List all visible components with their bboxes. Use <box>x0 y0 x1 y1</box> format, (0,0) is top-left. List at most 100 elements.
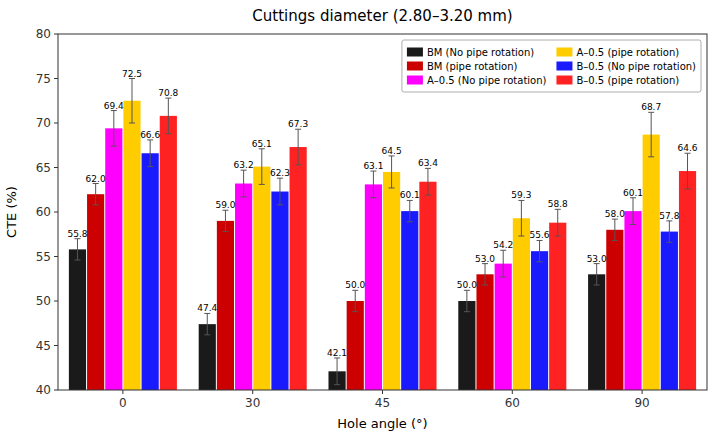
error-cap <box>594 284 600 285</box>
title: Cuttings diameter (2.80–3.20 mm) <box>252 7 512 25</box>
error-stem <box>427 168 428 195</box>
x-tick-label: 45 <box>375 396 390 410</box>
error-bar <box>537 240 543 261</box>
error-stem <box>391 156 392 188</box>
y-tick <box>54 256 58 257</box>
error-cap <box>147 166 153 167</box>
y-tick-label: 40 <box>36 383 51 397</box>
data-label: 59.0 <box>215 200 235 210</box>
error-stem <box>633 198 634 225</box>
x-tick <box>122 390 123 394</box>
error-cap <box>352 311 358 312</box>
data-label: 72.5 <box>122 69 142 79</box>
error-cap <box>425 195 431 196</box>
marks <box>69 79 696 391</box>
error-bar <box>147 140 153 167</box>
error-stem <box>687 153 688 189</box>
bar <box>476 274 493 390</box>
error-bar <box>334 358 340 385</box>
bar <box>549 223 566 390</box>
error-bar <box>129 79 135 124</box>
error-cap <box>277 204 283 205</box>
bar <box>290 147 307 390</box>
legend-swatch <box>407 48 423 57</box>
error-stem <box>651 112 652 157</box>
data-label: 59.3 <box>511 190 531 200</box>
bar <box>401 211 418 390</box>
error-cap <box>482 284 488 285</box>
bar <box>69 249 86 390</box>
data-label: 68.7 <box>641 102 661 112</box>
data-label: 58.0 <box>605 209 625 219</box>
x-tick-label: 90 <box>634 396 649 410</box>
x-tick <box>382 390 383 394</box>
data-label: 50.0 <box>457 280 477 290</box>
x-tick <box>252 390 253 394</box>
legend-swatch <box>556 48 572 57</box>
x-axis-label: Hole angle (°) <box>337 416 427 431</box>
bar <box>606 230 623 390</box>
y-axis-label: CTE (%) <box>4 186 19 238</box>
data-label: 62.3 <box>270 168 290 178</box>
bar <box>495 264 512 390</box>
legend-label: BM (No pipe rotation) <box>427 47 534 58</box>
plot-frame <box>58 34 707 390</box>
error-bar <box>165 98 171 134</box>
y-tick <box>54 34 58 35</box>
bar <box>142 153 159 390</box>
error-cap <box>370 197 376 198</box>
error-stem <box>261 149 262 185</box>
error-cap <box>334 384 340 385</box>
data-label: 55.8 <box>67 229 87 239</box>
error-stem <box>557 209 558 236</box>
error-cap <box>222 231 228 232</box>
error-stem <box>466 290 467 311</box>
error-cap <box>129 123 135 124</box>
error-stem <box>669 221 670 242</box>
bar <box>661 232 678 390</box>
bar <box>217 221 234 390</box>
data-label: 57.8 <box>659 211 679 221</box>
bar <box>383 172 400 390</box>
error-stem <box>243 170 244 197</box>
error-bar <box>277 178 283 205</box>
error-stem <box>131 79 132 124</box>
bar <box>253 167 270 390</box>
error-bar <box>500 250 506 277</box>
legend-label: A–0.5 (No pipe rotation) <box>427 75 547 86</box>
error-cap <box>500 276 506 277</box>
error-cap <box>407 221 413 222</box>
error-stem <box>409 200 410 221</box>
legend-swatch <box>407 62 423 71</box>
error-stem <box>207 313 208 334</box>
bar <box>624 211 641 390</box>
data-label: 60.1 <box>623 188 643 198</box>
data-label: 64.6 <box>678 143 698 153</box>
error-bar <box>370 171 376 198</box>
error-cap <box>630 224 636 225</box>
bar <box>588 274 605 390</box>
data-label: 67.3 <box>288 119 308 129</box>
error-cap <box>111 146 117 147</box>
error-bar <box>74 239 80 260</box>
error-cap <box>685 188 691 189</box>
data-label: 70.8 <box>158 88 178 98</box>
error-stem <box>298 129 299 165</box>
y-tick-label: 65 <box>36 161 51 175</box>
error-cap <box>612 240 618 241</box>
error-bar <box>352 290 358 311</box>
chart: 55.847.442.150.053.062.059.050.053.058.0… <box>0 0 721 440</box>
error-cap <box>204 334 210 335</box>
error-stem <box>355 290 356 311</box>
y-tick <box>54 301 58 302</box>
legend-label: BM (pipe rotation) <box>427 61 518 72</box>
error-stem <box>150 140 151 167</box>
error-stem <box>596 264 597 285</box>
error-bar <box>555 209 561 236</box>
error-bar <box>482 264 488 285</box>
y-tick <box>54 345 58 346</box>
error-stem <box>77 239 78 260</box>
y-tick <box>54 167 58 168</box>
y-tick <box>54 390 58 391</box>
error-stem <box>485 264 486 285</box>
